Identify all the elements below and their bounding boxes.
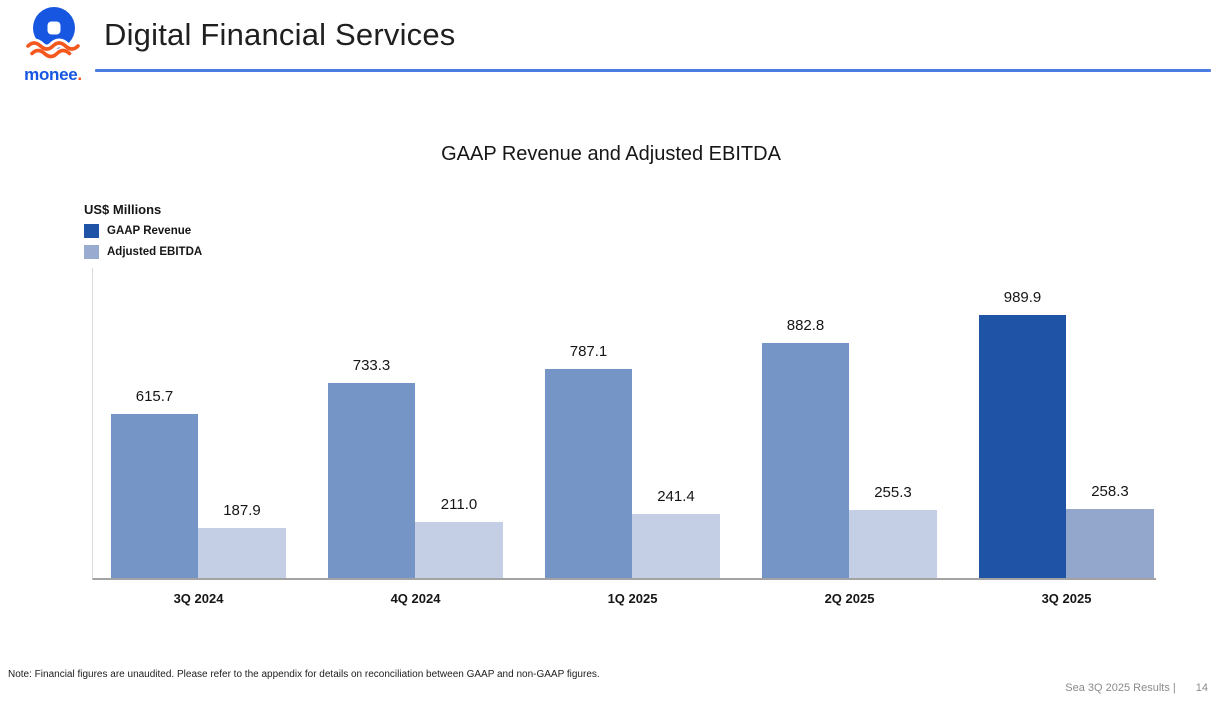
bar-gaap-revenue: 787.1: [545, 343, 632, 578]
bar-value-label: 255.3: [874, 484, 912, 501]
bar-group-4q-2024: 733.3 211.0 4Q 2024: [328, 268, 503, 606]
bar-chart-plot-area: 615.7 187.9 3Q 2024 733.3 211.0 4Q 2024 787.1 2…: [92, 268, 1156, 606]
bar-adjusted-ebitda: 258.3: [1066, 483, 1154, 578]
bar-value-label: 989.9: [1003, 289, 1042, 306]
logo-wordmark: monee.: [24, 65, 82, 84]
x-axis-category-label: 2Q 2025: [824, 591, 875, 606]
bar-adjusted-ebitda: 211.0: [415, 496, 503, 578]
bar-group-3q-2025: 989.9 258.3 3Q 2025: [979, 268, 1154, 606]
slide-footer: Sea 3Q 2025 Results | 14: [1065, 682, 1208, 694]
legend-label: Adjusted EBITDA: [107, 246, 203, 258]
bar-gaap-revenue: 989.9: [979, 289, 1066, 578]
bar-value-label: 211.0: [440, 496, 478, 513]
bar-group-2q-2025: 882.8 255.3 2Q 2025: [762, 268, 937, 606]
chart-units-label: US$ Millions: [84, 202, 162, 217]
bar-group-1q-2025: 787.1 241.4 1Q 2025: [545, 268, 720, 606]
monee-logo: monee.: [8, 6, 98, 83]
bar-gaap-revenue: 615.7: [111, 388, 198, 578]
x-axis-category-label: 1Q 2025: [607, 591, 658, 606]
bar-value-label: 241.4: [657, 488, 695, 505]
bar-adjusted-ebitda: 255.3: [849, 484, 937, 578]
bar-gaap-revenue: 882.8: [762, 317, 849, 578]
monee-coin-wave-icon: [23, 7, 83, 59]
legend-label: GAAP Revenue: [107, 225, 192, 237]
logo-dot: .: [77, 65, 82, 84]
bar-adjusted-ebitda: 187.9: [198, 502, 286, 578]
bar-value-label: 733.3: [352, 357, 391, 374]
page-number: 14: [1195, 682, 1208, 694]
bar-group-3q-2024: 615.7 187.9 3Q 2024: [111, 268, 286, 606]
bar-gaap-revenue: 733.3: [328, 357, 415, 578]
chart-legend: GAAP Revenue Adjusted EBITDA: [84, 224, 202, 259]
legend-swatch-adjusted-ebitda: [84, 245, 99, 259]
x-axis-category-label: 4Q 2024: [390, 591, 441, 606]
bar-value-label: 615.7: [135, 388, 174, 405]
legend-item-adjusted-ebitda: Adjusted EBITDA: [84, 245, 202, 259]
bar-value-label: 787.1: [569, 343, 608, 360]
x-axis-category-label: 3Q 2025: [1041, 591, 1092, 606]
x-axis-category-label: 3Q 2024: [173, 591, 224, 606]
footnote: Note: Financial figures are unaudited. P…: [8, 669, 600, 680]
bar-value-label: 258.3: [1091, 483, 1129, 500]
bar-adjusted-ebitda: 241.4: [632, 488, 720, 578]
title-underline: [95, 69, 1211, 72]
bar-value-label: 882.8: [786, 317, 825, 334]
legend-item-gaap-revenue: GAAP Revenue: [84, 224, 202, 238]
bar-value-label: 187.9: [223, 502, 261, 519]
chart-title: GAAP Revenue and Adjusted EBITDA: [441, 143, 781, 165]
legend-swatch-gaap-revenue: [84, 224, 99, 238]
deck-title: Sea 3Q 2025 Results |: [1065, 682, 1176, 694]
page-title: Digital Financial Services: [104, 17, 456, 52]
